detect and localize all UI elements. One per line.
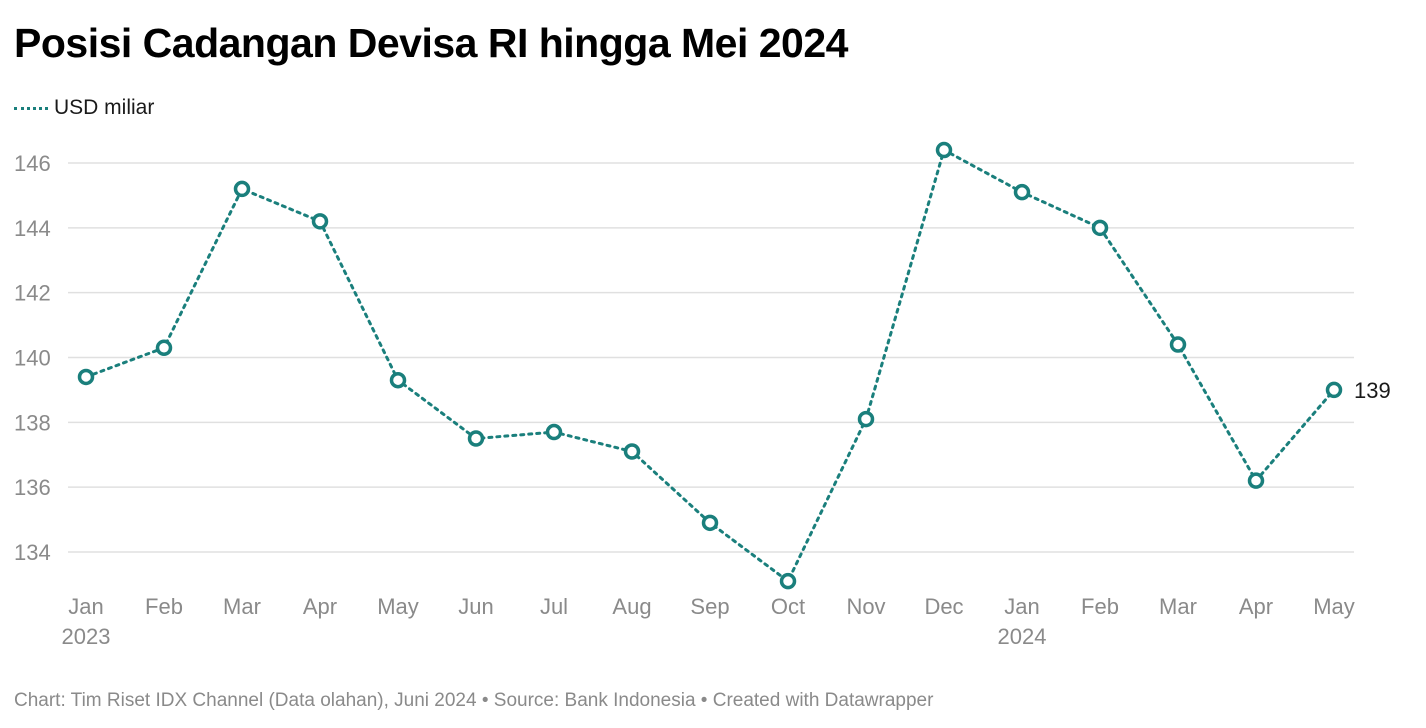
x-tick-label: Jan [68,594,103,619]
data-point [935,141,953,159]
x-tick-label: May [1313,594,1355,619]
data-labels: 139 [1354,378,1391,403]
gridlines [68,162,1354,553]
data-point [545,423,563,441]
x-tick-label: Mar [223,594,261,619]
x-tick-label: Jan [1004,594,1039,619]
data-point [311,213,329,230]
x-tick-label: May [377,594,419,619]
x-tick-label: Feb [1081,594,1119,619]
legend: USD miliar [14,96,154,120]
x-tick-label: Apr [303,594,337,619]
end-value-label: 139 [1354,378,1391,403]
line-chart: 134 136 138 140 142 144 146 Jan Feb Mar Apr May Jun… [14,141,1391,649]
data-point [389,371,407,389]
x-tick-label: Jul [540,594,568,619]
x-tick-label: Sep [690,594,729,619]
data-point [467,430,485,447]
x-tick-label: Oct [771,594,805,619]
x-tick-label: Nov [846,594,885,619]
data-point [701,514,719,532]
data-point [857,410,875,428]
y-axis-ticks: 134 136 138 140 142 144 146 [14,151,51,565]
y-tick-label: 138 [14,410,51,435]
chart-title: Posisi Cadangan Devisa RI hingga Mei 202… [14,20,848,66]
y-tick-label: 134 [14,540,51,565]
x-year-label: 2024 [998,624,1047,649]
y-tick-label: 144 [14,216,51,241]
x-year-label: 2023 [62,624,111,649]
data-point [1169,336,1187,353]
x-tick-label: Apr [1239,594,1273,619]
chart-footer: Chart: Tim Riset IDX Channel (Data olaha… [14,690,934,711]
data-point [155,339,173,357]
y-tick-label: 136 [14,475,51,500]
data-point [1325,381,1343,399]
x-tick-label: Feb [145,594,183,619]
data-point [233,180,251,198]
x-tick-label: Mar [1159,594,1197,619]
data-point [1247,472,1265,489]
data-points [77,141,1343,590]
x-tick-label: Aug [612,594,651,619]
y-tick-label: 142 [14,281,51,306]
data-point [1013,183,1031,201]
x-tick-label: Jun [458,594,493,619]
y-tick-label: 140 [14,346,51,371]
x-tick-label: Dec [924,594,963,619]
data-point [779,572,797,590]
data-point [77,368,95,386]
legend-label: USD miliar [54,96,155,119]
legend-line-swatch [14,106,48,110]
data-point [623,443,641,460]
data-point [1091,219,1109,237]
y-tick-label: 146 [14,151,51,176]
x-axis-ticks: Jan Feb Mar Apr May Jun Jul Aug Sep Oct Nov Dec Jan F… [62,594,1355,649]
